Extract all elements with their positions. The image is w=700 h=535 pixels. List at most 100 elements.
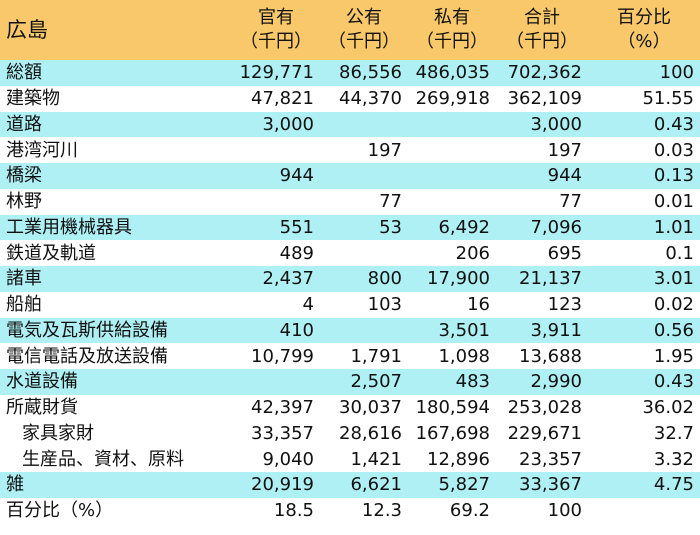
table-cell: 1,791 [350,345,402,367]
table-cell [320,318,408,344]
table-cell: 0.02 [653,294,694,316]
table-cell: 410 [279,319,314,341]
row-label: 総額 [6,62,42,84]
table-row: 総額 129,771 86,556 486,035 702,362 100 [0,60,700,86]
table-cell: 180,594 [415,397,490,419]
table-body: 総額 129,771 86,556 486,035 702,362 100 建築物 47,82… [0,60,700,524]
table-cell: 129,771 [239,62,314,84]
table-cell [320,112,408,138]
table-cell: 3,000 [530,113,582,135]
row-label: 家具家財 [22,422,94,444]
table-cell: 13,688 [519,345,582,367]
table-cell [232,137,320,163]
table-cell: 86,556 [339,62,402,84]
table-cell: 4 [302,294,314,316]
table-cell: 229,671 [507,422,582,444]
table-cell: 7,096 [530,216,582,238]
table-row: 林野 77 77 0.01 [0,188,700,215]
table-cell: 33,367 [519,474,582,496]
table-cell: 21,137 [519,268,582,290]
table-cell: 253,028 [507,397,582,419]
table-row: 水道設備 2,507 483 2,990 0.43 [0,369,700,395]
column-header-unit: （%） [617,31,671,52]
header-row: 広島 官有 （千円） 公有 （千円） 私有 （千円） 合計 （千円） 百分比 （%） [0,0,700,60]
table-row: 建築物 47,821 44,370 269,918 362,109 51.55 [0,85,700,112]
table-cell: 3.01 [653,268,694,290]
table-row: 諸車 2,437 800 17,900 21,137 3.01 [0,266,700,292]
table-cell: 206 [455,242,490,264]
column-header-unit: （千円） [328,31,400,52]
table-cell: 20,919 [251,474,314,496]
row-label: 電気及瓦斯供給設備 [6,319,168,341]
table-cell: 483 [455,371,490,393]
table-row: 橋梁 944 944 0.13 [0,163,700,189]
table-cell: 12,896 [427,448,490,470]
table-cell: 23,357 [519,448,582,470]
table-title: 広島 [6,18,48,42]
table-cell: 0.1 [665,242,694,264]
table-cell: 100 [547,500,582,522]
table-cell: 695 [547,242,582,264]
table-cell: 33,357 [251,422,314,444]
row-label: 港湾河川 [6,139,78,161]
table-cell: 0.13 [653,165,694,187]
table-cell: 100 [659,62,694,84]
row-label: 生産品、資材、原料 [22,448,184,470]
row-label: 橋梁 [6,165,42,187]
table-cell: 3,000 [262,113,314,135]
table-cell: 9,040 [262,448,314,470]
row-label: 電信電話及放送設備 [6,345,168,367]
table-cell: 486,035 [415,62,490,84]
table-cell: 0.03 [653,139,694,161]
column-header-label: 官有 [258,7,294,28]
table-cell: 167,698 [415,422,490,444]
table-row: 電信電話及放送設備 10,799 1,791 1,098 13,688 1.95 [0,343,700,369]
table-cell: 103 [367,294,402,316]
table-cell: 32.7 [653,422,694,444]
row-label: 鉄道及軌道 [6,242,96,264]
column-header-private: 私有 （千円） [408,0,496,60]
table-cell: 197 [547,139,582,161]
table-row: 百分比（%） 18.5 12.3 69.2 100 [0,497,700,524]
table-cell: 551 [279,216,314,238]
table-cell: 0.01 [653,191,694,213]
table-row: 雑 20,919 6,621 5,827 33,367 4.75 [0,472,700,498]
row-label: 船舶 [6,294,42,316]
table-row: 船舶 4 103 16 123 0.02 [0,291,700,318]
table-cell [408,137,496,163]
table-cell: 3.32 [653,448,694,470]
row-label: 百分比（%） [6,500,114,522]
row-label: 工業用機械器具 [6,216,132,238]
table-cell: 944 [547,165,582,187]
table-cell: 944 [279,165,314,187]
table-cell: 0.43 [653,371,694,393]
table-cell: 1.01 [653,216,694,238]
table-cell: 16 [467,294,490,316]
table-cell: 5,827 [438,474,490,496]
column-header-label: 百分比 [617,7,671,28]
damage-table: 広島 官有 （千円） 公有 （千円） 私有 （千円） 合計 （千円） 百分比 （%） 総額… [0,0,700,524]
table-cell: 69.2 [449,500,490,522]
table-cell: 6,621 [350,474,402,496]
row-label: 建築物 [6,88,60,110]
table-cell: 47,821 [251,88,314,110]
column-header-unit: （千円） [506,31,578,52]
row-label: 所蔵財貨 [6,397,78,419]
table-cell: 1,421 [350,448,402,470]
table-cell [408,189,496,215]
table-cell: 51.55 [642,88,694,110]
table-cell: 800 [367,268,402,290]
table-cell: 3,911 [530,319,582,341]
table-cell: 1,098 [438,345,490,367]
table-cell: 18.5 [273,500,314,522]
table-cell [408,163,496,189]
table-row: 生産品、資材、原料 9,040 1,421 12,896 23,357 3.32 [0,446,700,472]
table-row: 家具家財 33,357 28,616 167,698 229,671 32.7 [0,420,700,447]
table-row: 電気及瓦斯供給設備 410 3,501 3,911 0.56 [0,317,700,344]
table-cell: 77 [379,191,402,213]
row-label: 林野 [6,191,42,213]
table-cell: 0.43 [653,113,694,135]
table-row: 港湾河川 197 197 0.03 [0,137,700,163]
column-header-label: 私有 [434,7,470,28]
table-cell: 197 [367,139,402,161]
